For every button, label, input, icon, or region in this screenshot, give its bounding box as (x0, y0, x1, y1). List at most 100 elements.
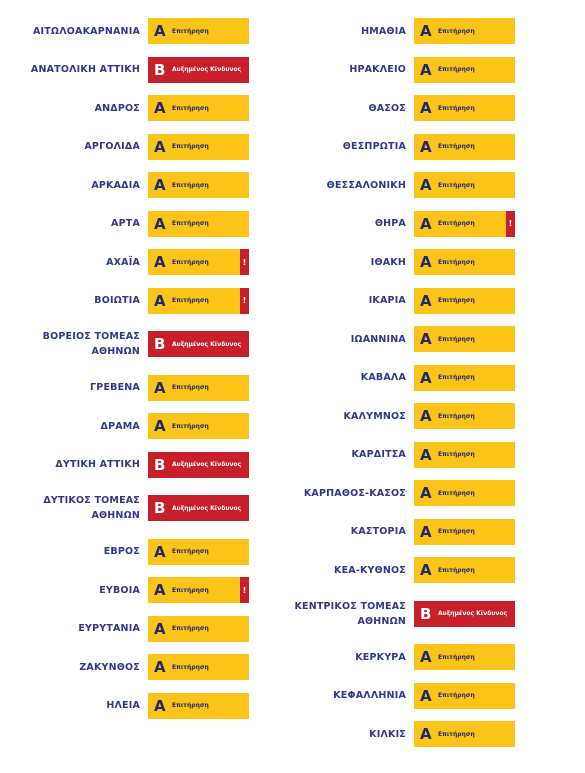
region-name-line: ΚΕΡΚΥΡΑ (355, 651, 406, 663)
risk-badge: A Επιτήρηση (414, 721, 515, 747)
region-name-line: ΑΘΗΝΩΝ (357, 615, 406, 627)
risk-label: Επιτήρηση (438, 489, 475, 497)
region-row: ΚΕΑ-ΚΥΘΝΟΣ A Επιτήρηση (276, 557, 515, 583)
risk-level: A (420, 60, 432, 79)
region-name-line: ΙΚΑΡΙΑ (368, 295, 406, 306)
region-row: ΙΚΑΡΙΑ A Επιτήρηση (276, 287, 515, 314)
risk-badge: A Επιτήρηση (414, 557, 515, 583)
region-name: ΔΥΤΙΚΟΣ ΤΟΜΕΑΣ ΑΘΗΝΩΝ (10, 493, 140, 523)
region-row: ΓΡΕΒΕΝΑ A Επιτήρηση (10, 374, 249, 401)
region-name-line: ΚΑΛΥΜΝΟΣ (343, 410, 406, 422)
risk-badge: A Επιτήρηση (148, 18, 249, 44)
region-name: ΙΘΑΚΗ (276, 255, 406, 270)
risk-level: A (420, 99, 432, 117)
region-row: ΔΥΤΙΚΟΣ ΤΟΜΕΑΣ ΑΘΗΝΩΝ B Αυξημένος Κίνδυνος (10, 490, 249, 526)
region-name: ΚΑΣΤΟΡΙΑ (276, 524, 406, 539)
risk-level: A (420, 484, 432, 502)
region-name-line: ΗΛΕΙΑ (106, 700, 140, 711)
risk-badge: A Επιτήρηση (414, 287, 515, 314)
risk-label: Επιτήρηση (438, 528, 475, 535)
region-name: ΗΛΕΙΑ (10, 698, 140, 713)
risk-badge: A Επιτήρηση (414, 172, 515, 198)
region-name-line: ΑΡΚΑΔΙΑ (91, 179, 140, 191)
risk-badge: A Επιτήρηση (148, 615, 249, 642)
region-row: ΑΝΔΡΟΣ A Επιτήρηση (10, 95, 249, 121)
region-name-line: ΚΑΒΑΛΑ (360, 372, 406, 383)
region-row: ΕΥΡΥΤΑΝΙΑ A Επιτήρηση (10, 615, 249, 642)
risk-level: A (420, 368, 432, 387)
risk-level: B (154, 499, 166, 517)
region-name-line: ΖΑΚΥΝΘΟΣ (79, 661, 140, 673)
risk-level: A (420, 214, 432, 233)
region-row: ΚΑΡΠΑΘΟΣ-ΚΑΣΟΣ A Επιτήρηση (276, 480, 515, 506)
region-name-line: ΘΕΣΠΡΩΤΙΑ (342, 141, 406, 152)
region-row: ΔΥΤΙΚΗ ΑΤΤΙΚΗ B Αυξημένος Κίνδυνος (10, 451, 249, 478)
risk-level: A (154, 542, 166, 561)
risk-label: Επιτήρηση (438, 451, 475, 458)
region-row: ΚΑΣΤΟΡΙΑ A Επιτήρηση (276, 518, 515, 545)
region-row: ΑΡΓΟΛΙΔΑ A Επιτήρηση (10, 133, 249, 160)
risk-badge: A Επιτήρηση (414, 644, 515, 670)
region-name-line: ΚΑΡΔΙΤΣΑ (351, 449, 406, 460)
risk-level: A (420, 445, 432, 464)
region-row: ΚΕΝΤΡΙΚΟΣ ΤΟΜΕΑΣ ΑΘΗΝΩΝ B Αυξημένος Κίνδυνο… (276, 596, 515, 632)
region-name: ΙΚΑΡΙΑ (276, 293, 406, 308)
risk-badge: A Επιτήρηση (414, 56, 515, 83)
region-row: ΚΑΒΑΛΑ A Επιτήρηση (276, 364, 515, 391)
region-name-line: ΑΡΤΑ (111, 218, 140, 229)
risk-level: A (154, 417, 166, 435)
region-name: ΔΥΤΙΚΗ ΑΤΤΙΚΗ (10, 457, 140, 472)
region-name: ΗΡΑΚΛΕΙΟ (276, 62, 406, 77)
risk-level: A (420, 648, 432, 666)
region-name: ΑΝΑΤΟΛΙΚΗ ΑΤΤΙΚΗ (10, 62, 140, 77)
risk-label: Επιτήρηση (438, 412, 475, 420)
region-name: ΘΗΡΑ (276, 216, 406, 231)
region-row: ΘΑΣΟΣ A Επιτήρηση (276, 95, 515, 121)
risk-badge: A Επιτήρηση (414, 518, 515, 545)
risk-level: A (154, 176, 166, 194)
region-row: ΗΜΑΘΙΑ A Επιτήρηση (276, 18, 515, 44)
risk-level: A (420, 291, 432, 310)
risk-level: A (420, 725, 432, 743)
region-name: ΑΝΔΡΟΣ (10, 101, 140, 116)
risk-badge: A Επιτήρηση (148, 413, 249, 439)
risk-badge: A Επιτήρηση (148, 133, 249, 160)
risk-label: Επιτήρηση (438, 66, 475, 73)
risk-label: Αυξημένος Κίνδυνος (438, 610, 508, 617)
risk-label: Επιτήρηση (172, 220, 209, 227)
risk-label: Αυξημένος Κίνδυνος (172, 66, 242, 73)
region-name-line: ΑΙΤΩΛΟΑΚΑΡΝΑΝΙΑ (32, 25, 140, 37)
risk-label: Επιτήρηση (172, 297, 209, 304)
risk-level: A (154, 291, 166, 310)
region-name: ΑΡΚΑΔΙΑ (10, 178, 140, 193)
left-column: ΑΙΤΩΛΟΑΚΑΡΝΑΝΙΑ A Επιτήρηση ΑΝΑΤΟΛΙΚΗ ΑΤΤΙΚ… (10, 18, 249, 719)
risk-label: Επιτήρηση (438, 220, 475, 227)
risk-level: A (420, 253, 432, 271)
region-name: ΚΑΒΑΛΑ (276, 370, 406, 385)
alert-flag: ! (240, 249, 249, 275)
region-row: ΚΙΛΚΙΣ A Επιτήρηση (276, 721, 515, 747)
risk-label: Επιτήρηση (438, 181, 475, 189)
risk-badge: A Επιτήρηση! (148, 287, 249, 314)
risk-badge: A Επιτήρηση (148, 210, 249, 237)
risk-level: A (154, 137, 166, 156)
risk-badge: A Επιτήρηση (414, 682, 515, 709)
risk-level: A (154, 99, 166, 117)
region-row: ΑΧΑΪΑ A Επιτήρηση! (10, 249, 249, 275)
risk-label: Επιτήρηση (172, 258, 209, 266)
risk-badge: A Επιτήρηση! (148, 577, 249, 603)
region-name: ΘΕΣΠΡΩΤΙΑ (276, 139, 406, 154)
region-name-line: ΒΟΡΕΙΟΣ ΤΟΜΕΑΣ (42, 331, 140, 342)
region-name: ΑΡΤΑ (10, 216, 140, 231)
region-name-line: ΑΘΗΝΩΝ (91, 346, 140, 357)
risk-level: B (420, 604, 432, 623)
region-row: ΚΑΛΥΜΝΟΣ A Επιτήρηση (276, 403, 515, 429)
alert-flag: ! (506, 210, 515, 237)
region-name-line: ΚΑΣΤΟΡΙΑ (350, 526, 406, 537)
risk-level: A (154, 378, 166, 397)
region-row: ΗΛΕΙΑ A Επιτήρηση (10, 692, 249, 719)
right-column: ΗΜΑΘΙΑ A Επιτήρηση ΗΡΑΚΛΕΙΟ A Επιτήρηση ΘΑΣΟΣ A… (276, 18, 515, 747)
region-row: ΙΩΑΝΝΙΝΑ A Επιτήρηση (276, 326, 515, 352)
region-row: ΔΡΑΜΑ A Επιτήρηση (10, 413, 249, 439)
